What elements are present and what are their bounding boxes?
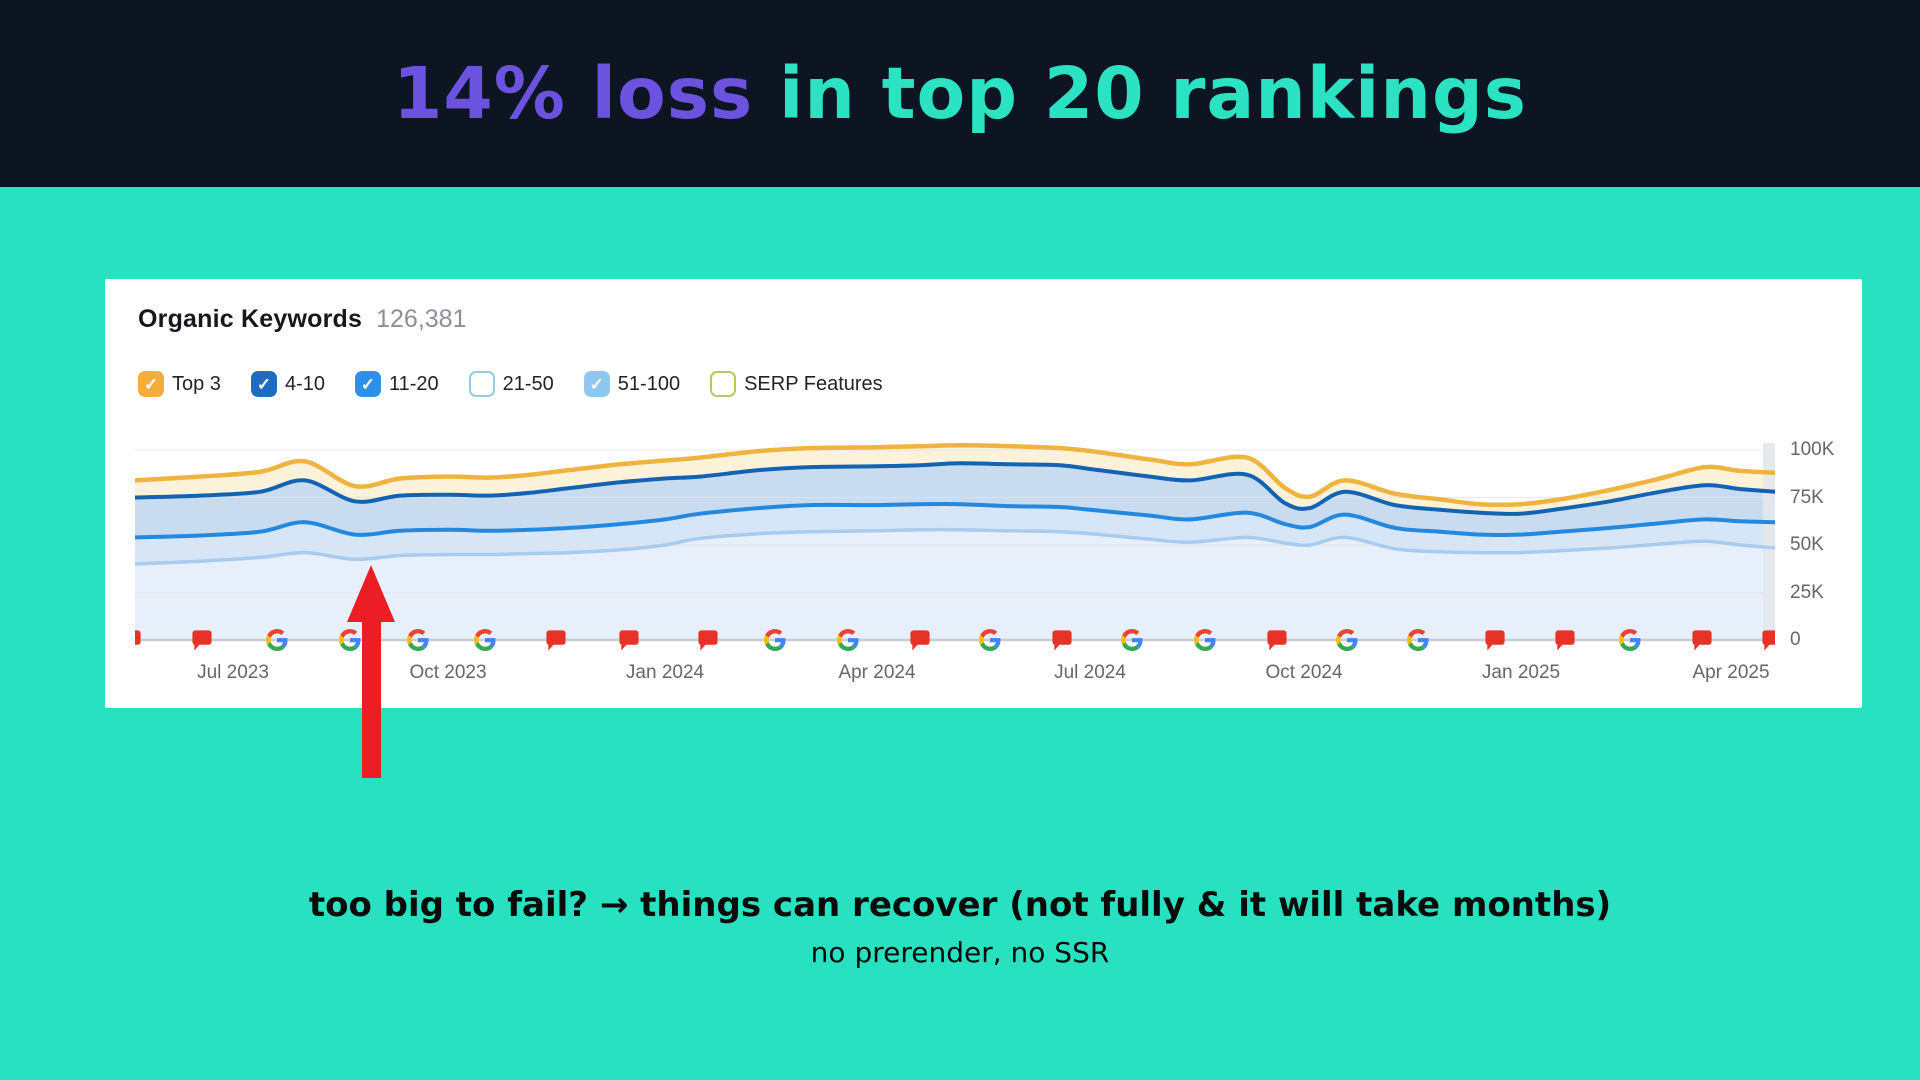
google-update-flag-icon[interactable] bbox=[1762, 630, 1782, 651]
legend-label: Top 3 bbox=[172, 372, 221, 395]
keyword-count: 126,381 bbox=[376, 305, 467, 333]
organic-keywords-trend-chart bbox=[121, 443, 1782, 651]
y-tick-75K: 75K bbox=[1790, 486, 1824, 508]
legend-item-51-100[interactable]: ✓ 51-100 bbox=[583, 371, 681, 397]
line-4-10 bbox=[133, 461, 1777, 516]
checked-checkbox-icon[interactable]: ✓ bbox=[138, 371, 164, 397]
title-highlight: 14% loss bbox=[392, 52, 779, 135]
unchecked-checkbox-icon[interactable] bbox=[468, 371, 495, 397]
google-update-flag-icon[interactable] bbox=[1555, 630, 1575, 651]
legend-label: SERP Features bbox=[744, 372, 883, 395]
line-51-100 bbox=[133, 527, 1777, 566]
legend-item-serp-features[interactable]: SERP Features bbox=[710, 371, 883, 397]
x-tick-jul-2023: Jul 2023 bbox=[197, 662, 269, 683]
caption-main: too big to fail? → things can recover (n… bbox=[308, 885, 1612, 925]
legend-item-top-3[interactable]: ✓ Top 3 bbox=[138, 371, 221, 397]
arrow-shaft bbox=[361, 622, 381, 778]
title-rest: in top 20 rankings bbox=[778, 52, 1528, 135]
google-update-flag-icon[interactable] bbox=[1267, 630, 1287, 651]
checked-checkbox-icon[interactable]: ✓ bbox=[354, 371, 381, 397]
y-tick-100K: 100K bbox=[1790, 439, 1835, 460]
y-tick-0: 0 bbox=[1790, 629, 1801, 650]
checkmark-icon: ✓ bbox=[256, 374, 272, 394]
google-update-flag-icon[interactable] bbox=[546, 630, 566, 651]
checkmark-icon: ✓ bbox=[143, 374, 159, 394]
google-update-flag-icon[interactable] bbox=[192, 630, 212, 651]
google-update-flag-icon[interactable] bbox=[1485, 630, 1505, 651]
line-top-3 bbox=[132, 443, 1778, 508]
legend-label: 11-20 bbox=[388, 372, 439, 395]
caption-sub: no prerender, no SSR bbox=[810, 936, 1110, 969]
x-tick-apr-2024: Apr 2024 bbox=[838, 662, 916, 683]
y-tick-50K: 50K bbox=[1790, 534, 1824, 555]
chart-area bbox=[121, 435, 1782, 663]
band-51-100 bbox=[135, 529, 1775, 640]
organic-keywords-card: Organic Keywords 126,381 ✓ Top 3 ✓ 4-10 ✓ 11-… bbox=[105, 279, 1862, 708]
band-top-3 bbox=[135, 445, 1775, 514]
legend-label: 21-50 bbox=[502, 372, 554, 395]
x-tick-apr-2025: Apr 2025 bbox=[1692, 662, 1770, 683]
legend-item-4-10[interactable]: ✓ 4-10 bbox=[250, 371, 325, 397]
google-update-flag-icon[interactable] bbox=[1052, 630, 1072, 651]
title-bar: 14% loss in top 20 rankings bbox=[0, 0, 1920, 187]
legend: ✓ Top 3 ✓ 4-10 ✓ 11-20 21-50 ✓ 51-100 SERP Featur… bbox=[138, 371, 883, 397]
legend-label: 4-10 bbox=[284, 372, 325, 395]
google-update-flag-icon[interactable] bbox=[1692, 630, 1712, 651]
checkmark-icon: ✓ bbox=[360, 374, 376, 394]
google-update-flag-icon[interactable] bbox=[121, 630, 141, 651]
card-title: Organic Keywords bbox=[138, 305, 363, 333]
x-tick-jan-2024: Jan 2024 bbox=[625, 662, 705, 683]
google-update-flag-icon[interactable] bbox=[619, 630, 639, 651]
legend-label: 51-100 bbox=[617, 372, 681, 395]
x-tick-oct-2023: Oct 2023 bbox=[409, 662, 487, 683]
red-arrow-annotation bbox=[347, 565, 395, 778]
x-tick-jan-2025: Jan 2025 bbox=[1481, 662, 1561, 683]
legend-item-11-20[interactable]: ✓ 11-20 bbox=[354, 371, 439, 397]
google-update-flag-icon[interactable] bbox=[910, 630, 930, 651]
x-tick-jul-2024: Jul 2024 bbox=[1054, 662, 1126, 683]
card-header: Organic Keywords 126,381 bbox=[138, 305, 466, 334]
y-tick-25K: 25K bbox=[1790, 581, 1824, 603]
slide-title: 14% loss in top 20 rankings bbox=[393, 58, 1527, 129]
arrow-head bbox=[347, 565, 395, 622]
band-4-10 bbox=[135, 463, 1775, 538]
checked-checkbox-icon[interactable]: ✓ bbox=[250, 371, 277, 397]
legend-item-21-50[interactable]: 21-50 bbox=[468, 371, 554, 397]
unchecked-checkbox-icon[interactable] bbox=[710, 371, 737, 397]
google-update-flag-icon[interactable] bbox=[698, 630, 718, 651]
checkmark-icon: ✓ bbox=[589, 374, 604, 394]
line-11-20 bbox=[133, 502, 1777, 540]
checked-checkbox-icon[interactable]: ✓ bbox=[583, 371, 610, 397]
x-tick-oct-2024: Oct 2024 bbox=[1265, 662, 1343, 683]
